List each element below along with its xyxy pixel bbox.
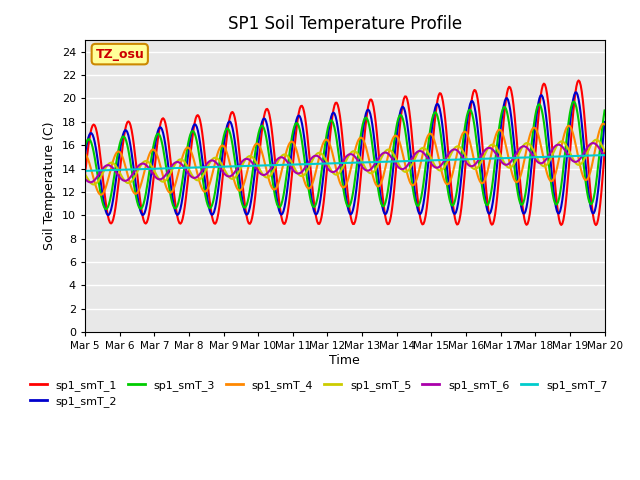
sp1_smT_4 (97, 192, 105, 198)
sp1_smT_7 (372, 159, 380, 165)
Line: sp1_smT_1: sp1_smT_1 (85, 81, 605, 225)
sp1_smT_1 (372, 120, 380, 125)
sp1_smT_3 (244, 198, 252, 204)
sp1_smT_3 (464, 109, 472, 115)
sp1_smT_4 (373, 183, 381, 189)
sp1_smT_6 (301, 165, 309, 170)
sp1_smT_7 (81, 168, 89, 174)
Line: sp1_smT_5: sp1_smT_5 (85, 140, 605, 184)
sp1_smT_3 (373, 177, 381, 183)
sp1_smT_1 (463, 145, 470, 151)
sp1_smT_5 (81, 171, 89, 177)
sp1_smT_7 (463, 156, 470, 162)
sp1_smT_5 (301, 171, 309, 177)
Line: sp1_smT_7: sp1_smT_7 (85, 155, 605, 171)
sp1_smT_7 (553, 154, 561, 159)
sp1_smT_2 (601, 119, 609, 125)
sp1_smT_6 (373, 158, 381, 164)
sp1_smT_2 (244, 211, 252, 217)
sp1_smT_6 (81, 176, 89, 181)
sp1_smT_2 (464, 113, 472, 119)
sp1_smT_4 (554, 161, 562, 167)
sp1_smT_4 (301, 180, 309, 186)
Line: sp1_smT_6: sp1_smT_6 (85, 143, 605, 182)
sp1_smT_4 (398, 147, 406, 153)
sp1_smT_2 (373, 160, 381, 166)
sp1_smT_4 (601, 121, 609, 127)
sp1_smT_2 (573, 89, 580, 95)
sp1_smT_1 (575, 78, 582, 84)
sp1_smT_5 (601, 148, 609, 154)
sp1_smT_7 (397, 158, 404, 164)
sp1_smT_3 (81, 144, 89, 150)
sp1_smT_4 (81, 151, 89, 157)
sp1_smT_6 (589, 140, 596, 146)
X-axis label: Time: Time (330, 354, 360, 367)
sp1_smT_2 (554, 210, 562, 216)
sp1_smT_5 (464, 158, 472, 164)
sp1_smT_4 (244, 167, 252, 172)
Legend: sp1_smT_1, sp1_smT_2, sp1_smT_3, sp1_smT_4, sp1_smT_5, sp1_smT_6, sp1_smT_7: sp1_smT_1, sp1_smT_2, sp1_smT_3, sp1_smT… (26, 375, 612, 412)
sp1_smT_4 (600, 121, 607, 127)
sp1_smT_1 (553, 200, 561, 206)
sp1_smT_1 (397, 116, 404, 122)
sp1_smT_3 (554, 200, 562, 205)
sp1_smT_2 (104, 212, 111, 218)
sp1_smT_2 (301, 143, 309, 148)
sp1_smT_2 (398, 105, 406, 110)
sp1_smT_7 (243, 163, 250, 169)
sp1_smT_4 (464, 132, 472, 138)
sp1_smT_2 (81, 152, 89, 157)
Text: TZ_osu: TZ_osu (95, 48, 144, 60)
Title: SP1 Soil Temperature Profile: SP1 Soil Temperature Profile (228, 15, 462, 33)
sp1_smT_7 (300, 161, 308, 167)
sp1_smT_6 (554, 142, 562, 147)
sp1_smT_6 (601, 154, 609, 159)
sp1_smT_1 (592, 222, 600, 228)
sp1_smT_3 (398, 113, 406, 119)
Line: sp1_smT_2: sp1_smT_2 (85, 92, 605, 215)
sp1_smT_5 (244, 154, 252, 160)
sp1_smT_6 (86, 180, 94, 185)
sp1_smT_5 (554, 141, 562, 147)
sp1_smT_1 (300, 109, 308, 115)
sp1_smT_6 (244, 156, 252, 162)
sp1_smT_3 (301, 162, 309, 168)
sp1_smT_5 (90, 181, 97, 187)
Line: sp1_smT_3: sp1_smT_3 (85, 102, 605, 209)
sp1_smT_3 (570, 99, 578, 105)
sp1_smT_1 (243, 213, 250, 219)
sp1_smT_6 (464, 162, 472, 168)
sp1_smT_3 (102, 206, 109, 212)
sp1_smT_1 (601, 149, 609, 155)
sp1_smT_5 (373, 165, 381, 170)
sp1_smT_3 (601, 108, 609, 113)
sp1_smT_5 (592, 137, 600, 143)
sp1_smT_7 (601, 152, 609, 158)
sp1_smT_1 (81, 171, 89, 177)
Line: sp1_smT_4: sp1_smT_4 (85, 124, 605, 195)
sp1_smT_6 (398, 166, 406, 172)
Y-axis label: Soil Temperature (C): Soil Temperature (C) (43, 122, 56, 250)
sp1_smT_5 (398, 167, 406, 172)
